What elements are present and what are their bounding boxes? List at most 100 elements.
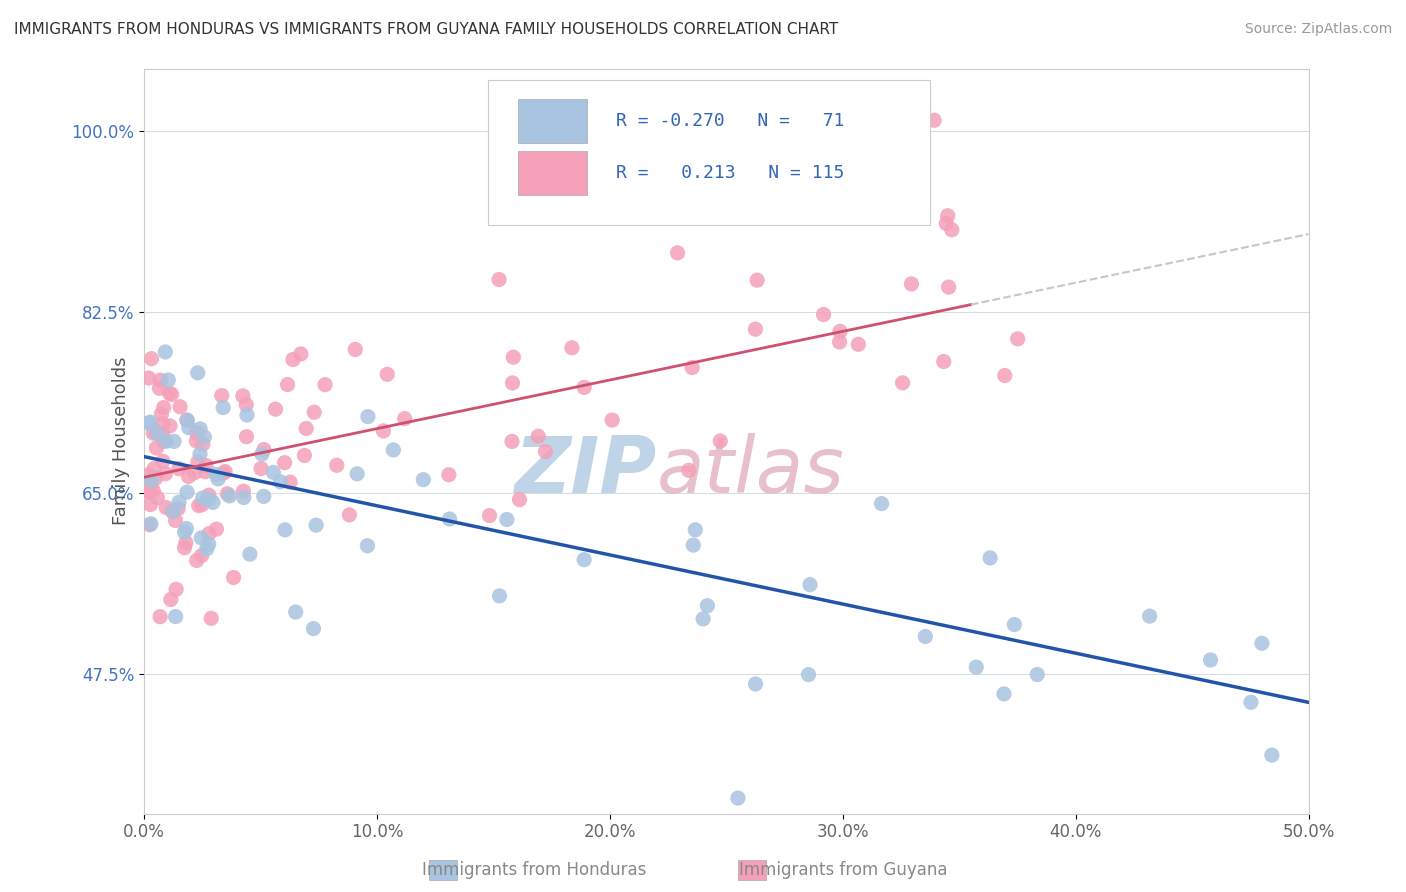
Point (337, 508, 360, 522)
Point (193, 430, 215, 444)
Point (250, 461, 273, 475)
Point (176, 413, 198, 427)
Point (159, 386, 181, 401)
Point (146, 491, 169, 505)
Point (747, 273, 769, 287)
Point (356, 539, 378, 553)
Point (162, 505, 184, 519)
FancyBboxPatch shape (517, 99, 586, 143)
Point (744, 322, 766, 336)
Point (1007, 332, 1029, 346)
Point (709, 434, 731, 448)
Point (191, 498, 214, 512)
Point (235, 398, 257, 412)
Point (152, 426, 174, 441)
Point (160, 387, 183, 401)
Point (678, 463, 700, 477)
Point (214, 465, 236, 479)
Point (138, 371, 160, 385)
Point (155, 500, 177, 515)
Point (965, 660, 987, 674)
Point (194, 465, 217, 479)
Point (152, 401, 174, 415)
Point (176, 413, 198, 427)
Y-axis label: Family Households: Family Households (112, 357, 131, 525)
Point (994, 368, 1017, 383)
Text: ZIP: ZIP (515, 433, 657, 508)
Point (394, 411, 416, 425)
Point (813, 308, 835, 322)
Point (302, 622, 325, 636)
Point (1251, 636, 1274, 650)
Point (174, 535, 197, 549)
Bar (429, 860, 457, 880)
Point (138, 517, 160, 532)
Text: IMMIGRANTS FROM HONDURAS VS IMMIGRANTS FROM GUYANA FAMILY HOUSEHOLDS CORRELATION: IMMIGRANTS FROM HONDURAS VS IMMIGRANTS F… (14, 22, 838, 37)
Point (346, 467, 368, 481)
Point (935, 217, 957, 231)
Point (148, 381, 170, 395)
FancyBboxPatch shape (488, 79, 931, 225)
Point (488, 272, 510, 286)
Point (294, 449, 316, 463)
Text: R =   0.213   N = 115: R = 0.213 N = 115 (616, 164, 844, 182)
Point (197, 492, 219, 507)
Point (153, 434, 176, 449)
Point (692, 612, 714, 626)
Point (253, 490, 276, 504)
Point (211, 388, 233, 402)
Point (146, 426, 169, 441)
Point (141, 474, 163, 488)
Point (191, 437, 214, 451)
Point (187, 499, 209, 513)
Point (139, 498, 162, 512)
Point (344, 343, 367, 357)
Point (141, 351, 163, 366)
Point (239, 547, 262, 561)
Point (212, 466, 235, 480)
Point (281, 352, 304, 367)
Point (167, 461, 190, 475)
Point (138, 484, 160, 499)
Point (273, 456, 295, 470)
Point (138, 416, 160, 430)
Point (236, 408, 259, 422)
Point (187, 366, 209, 380)
Point (177, 469, 200, 483)
Point (143, 461, 166, 475)
Point (501, 376, 523, 390)
Point (186, 425, 208, 440)
Point (681, 360, 703, 375)
Point (150, 407, 173, 421)
Point (1139, 609, 1161, 624)
Point (186, 434, 208, 448)
Point (412, 473, 434, 487)
Point (197, 537, 219, 551)
Point (993, 687, 1015, 701)
Point (488, 589, 510, 603)
Point (145, 441, 167, 455)
Point (155, 467, 177, 481)
Point (222, 570, 245, 584)
Point (278, 475, 301, 489)
Point (262, 466, 284, 480)
Point (149, 609, 172, 624)
Point (696, 599, 718, 613)
Text: Source: ZipAtlas.com: Source: ZipAtlas.com (1244, 22, 1392, 37)
Point (439, 512, 461, 526)
Point (1026, 667, 1049, 681)
Point (870, 497, 893, 511)
Point (163, 434, 186, 449)
Point (165, 582, 187, 597)
Point (496, 512, 519, 526)
Point (508, 492, 530, 507)
Point (198, 488, 221, 502)
Point (682, 538, 704, 552)
Point (250, 447, 273, 461)
Point (195, 458, 218, 473)
Point (157, 373, 180, 387)
Point (145, 471, 167, 485)
Point (142, 483, 165, 498)
Text: R = -0.270   N =   71: R = -0.270 N = 71 (616, 112, 844, 129)
Point (173, 541, 195, 555)
